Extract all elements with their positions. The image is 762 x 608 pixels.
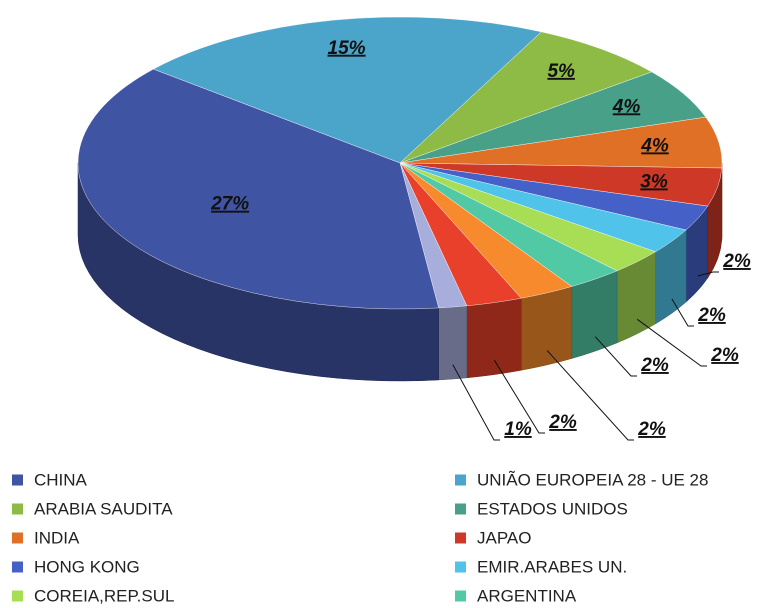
legend-swatch — [455, 590, 466, 602]
data-label: 27% — [210, 194, 249, 215]
slice — [77, 68, 439, 310]
legend-swatch — [12, 561, 23, 573]
leader-line — [452, 364, 500, 441]
data-label: 1% — [504, 419, 532, 440]
legend-swatch — [12, 590, 23, 602]
slice-side — [438, 305, 468, 381]
leader-line — [493, 359, 545, 434]
slice-side — [466, 297, 522, 379]
data-label: 3% — [640, 171, 668, 192]
legend-label: CHINA — [34, 470, 88, 489]
leader-line — [546, 350, 634, 441]
legend-label: COREIA,REP.SUL — [34, 586, 174, 605]
leader-line — [697, 271, 719, 277]
legend-label: EMIR.ARABES UN. — [477, 557, 627, 576]
slice-side — [520, 286, 573, 371]
legend-label: JAPAO — [477, 528, 531, 547]
legend-swatch — [455, 474, 466, 486]
slice — [152, 16, 542, 164]
leader-line — [636, 318, 707, 367]
legend-label: ARGENTINA — [477, 586, 577, 605]
data-label: 2% — [697, 305, 726, 326]
legend-swatch — [455, 532, 466, 544]
legend-label: ESTADOS UNIDOS — [477, 499, 628, 518]
slice — [399, 31, 653, 164]
legend-swatch — [12, 503, 23, 515]
legend-label: UNIÃO EUROPEIA 28 - UE 28 — [477, 470, 708, 489]
legend-swatch — [12, 474, 23, 486]
legend-label: ARABIA SAUDITA — [34, 499, 173, 518]
leader-line — [671, 298, 694, 327]
data-label: 4% — [640, 135, 669, 156]
legend-swatch — [455, 503, 466, 515]
data-label: 2% — [722, 251, 751, 272]
legend-label: INDIA — [34, 528, 80, 547]
data-label: 2% — [637, 419, 666, 440]
data-label: 2% — [710, 345, 739, 366]
legend-swatch — [455, 561, 466, 573]
legend-label: HONG KONG — [34, 557, 140, 576]
legend-swatch — [12, 532, 23, 544]
data-label: 4% — [612, 96, 641, 117]
data-label: 2% — [548, 412, 577, 433]
data-label: 5% — [547, 61, 575, 82]
data-label: 2% — [640, 355, 669, 376]
leader-line — [594, 336, 637, 377]
data-label: 15% — [328, 38, 366, 59]
